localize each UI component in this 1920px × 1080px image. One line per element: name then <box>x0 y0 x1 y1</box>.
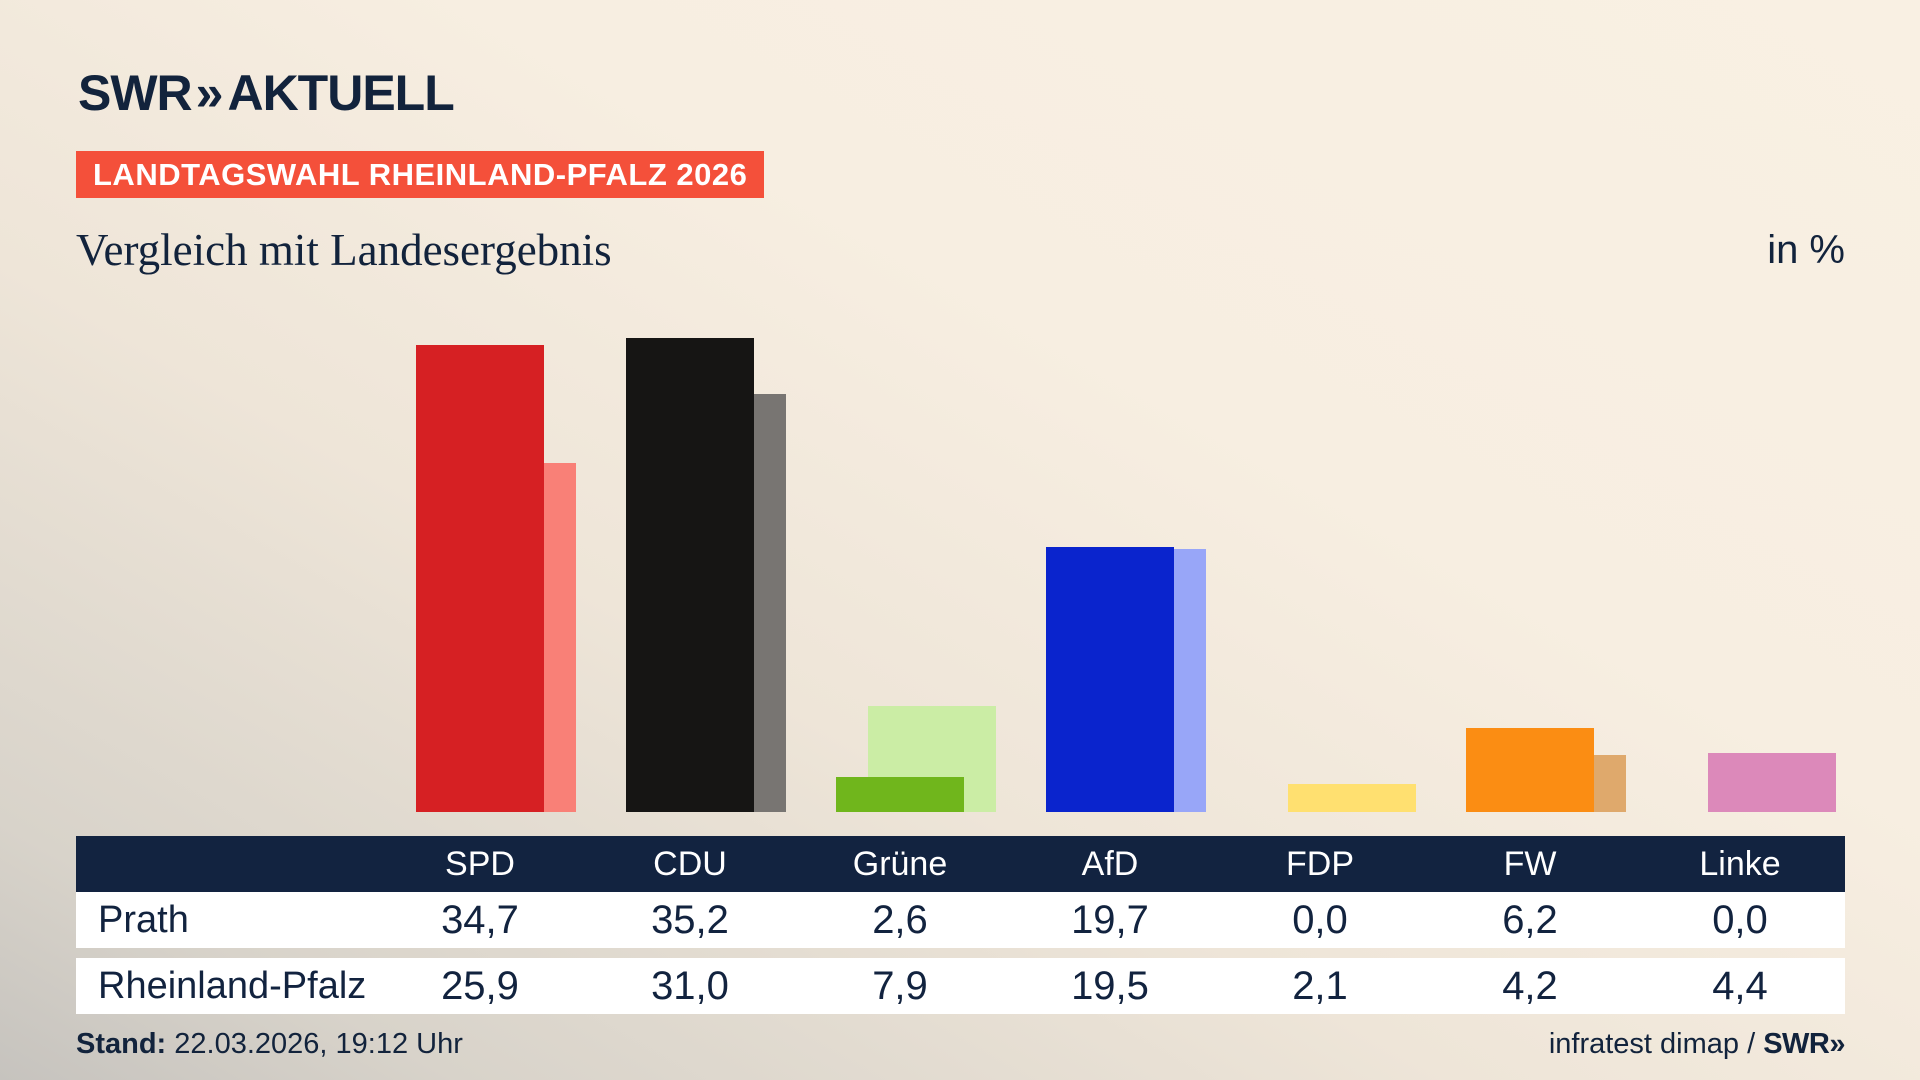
cell-prath-cdu: 35,2 <box>651 898 729 942</box>
stand-value: 22.03.2026, 19:12 Uhr <box>166 1028 463 1060</box>
cell-rheinland-pfalz-fw: 4,2 <box>1502 964 1558 1008</box>
cell-rheinland-pfalz-cdu: 31,0 <box>651 964 729 1008</box>
unit-label: in % <box>1767 228 1845 272</box>
swr-logo-text: SWR <box>78 65 193 121</box>
chart-title: Vergleich mit Landesergebnis <box>76 225 612 275</box>
cell-prath-gruene: 2,6 <box>872 898 928 942</box>
cell-rheinland-pfalz-spd: 25,9 <box>441 964 519 1008</box>
swr-aktuell-logo: SWR» AKTUELL <box>78 64 455 122</box>
table-header-cell-spd: SPD <box>445 845 515 883</box>
table-header-row: SPD CDU Grüne AfD FDP FW Linke <box>76 836 1845 892</box>
cell-rheinland-pfalz-afd: 19,5 <box>1071 964 1149 1008</box>
stand-label: Stand: <box>76 1028 167 1060</box>
row-label-prath: Prath <box>98 899 189 941</box>
table-header-cell-afd: AfD <box>1081 845 1139 883</box>
table-row-prath: Prath 34,7 35,2 2,6 19,7 0,0 6,2 0,0 <box>76 892 1845 948</box>
row-label-rheinland-pfalz: Rheinland-Pfalz <box>98 965 367 1007</box>
source-credit: infratest dimap / SWR» <box>1548 1028 1846 1061</box>
cell-rheinland-pfalz-gruene: 7,9 <box>872 964 928 1008</box>
table-header-cell-cdu: CDU <box>653 845 727 883</box>
cell-rheinland-pfalz-linke: 4,4 <box>1712 964 1768 1008</box>
cell-rheinland-pfalz-fdp: 2,1 <box>1292 964 1348 1008</box>
bar-prath-fw <box>1466 728 1594 812</box>
bar-prath-spd <box>416 345 544 812</box>
table-header-cell-linke: Linke <box>1699 845 1781 883</box>
stand-timestamp: Stand: 22.03.2026, 19:12 Uhr <box>76 1028 463 1061</box>
cell-prath-fw: 6,2 <box>1502 898 1558 942</box>
table-header-cell-fw: FW <box>1503 845 1557 883</box>
bar-prath-afd <box>1046 547 1174 812</box>
source-text: infratest dimap / <box>1548 1028 1764 1060</box>
table-header-cell-fdp: FDP <box>1286 845 1354 883</box>
aktuell-logo-text: AKTUELL <box>227 65 454 121</box>
bar-prath-gruene <box>836 777 964 812</box>
bar-prath-cdu <box>626 338 754 812</box>
cell-prath-spd: 34,7 <box>441 898 519 942</box>
source-swr-logo: SWR» <box>1763 1028 1845 1060</box>
table-header-cell-gruene: Grüne <box>852 845 948 883</box>
election-badge: LANDTAGSWAHL RHEINLAND-PFALZ 2026 <box>76 151 765 198</box>
bar-rheinland-pfalz-linke <box>1708 753 1836 812</box>
cell-prath-fdp: 0,0 <box>1292 898 1348 942</box>
bar-rheinland-pfalz-fdp <box>1288 784 1416 812</box>
cell-prath-afd: 19,7 <box>1071 898 1149 942</box>
table-row-rheinland-pfalz: Rheinland-Pfalz 25,9 31,0 7,9 19,5 2,1 4,2 4,4 <box>76 958 1845 1014</box>
cell-prath-linke: 0,0 <box>1712 898 1768 942</box>
